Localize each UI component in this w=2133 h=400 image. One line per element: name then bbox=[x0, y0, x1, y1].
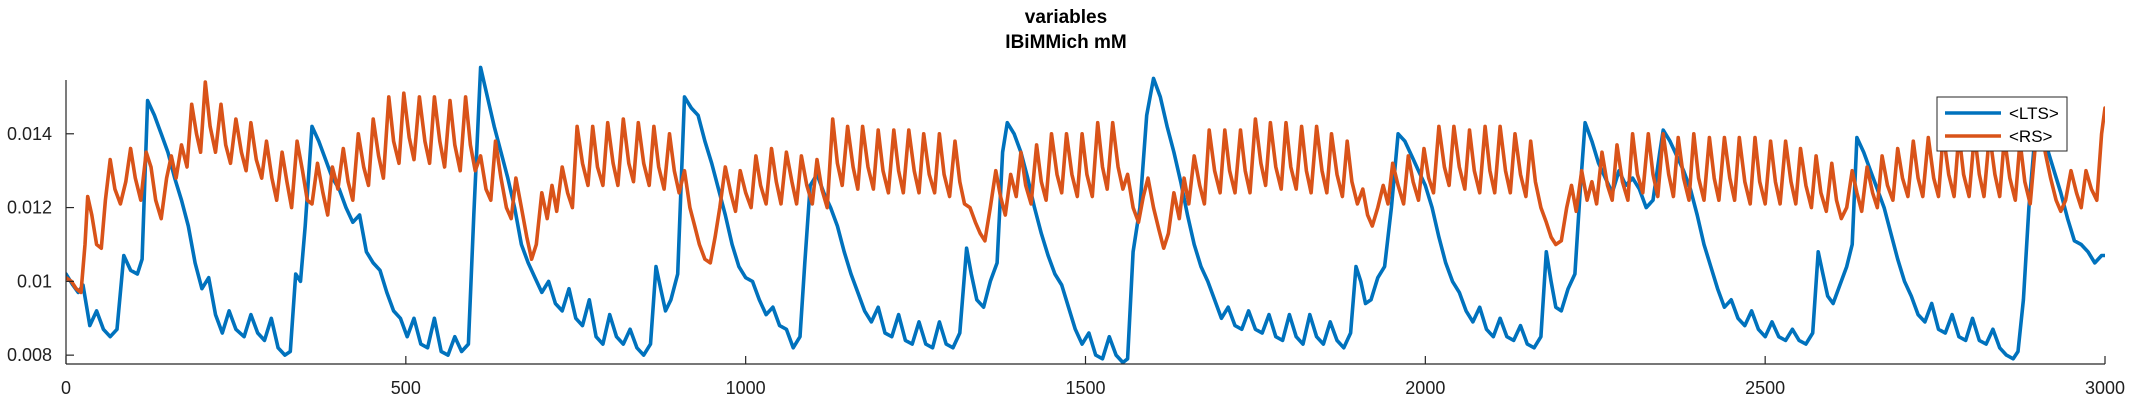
series-layer bbox=[66, 65, 2105, 365]
x-tick-label: 0 bbox=[61, 378, 71, 398]
x-tick-label: 1500 bbox=[1065, 378, 1105, 398]
x-tick-label: 1000 bbox=[726, 378, 766, 398]
chart-subtitle: IBiMMich mM bbox=[1005, 32, 1126, 53]
legend-label: <RS> bbox=[2009, 127, 2053, 146]
x-tick-label: 500 bbox=[391, 378, 421, 398]
x-tick-label: 2000 bbox=[1405, 378, 1445, 398]
y-tick-label: 0.008 bbox=[7, 345, 52, 365]
y-tick-label: 0.012 bbox=[7, 198, 52, 218]
series-line-rs bbox=[66, 80, 2105, 295]
y-tick-label: 0.01 bbox=[17, 271, 52, 291]
legend-label: <LTS> bbox=[2009, 104, 2059, 123]
axes-layer: 0 500 1000 1500 2000 2500 3000 0.008 0.01 0.012 0.… bbox=[7, 80, 2125, 398]
x-tick-label: 3000 bbox=[2085, 378, 2125, 398]
legend: <LTS> <RS> bbox=[1936, 96, 2068, 152]
legend-box bbox=[1936, 96, 2068, 152]
series-line-lts bbox=[66, 65, 2105, 365]
y-tick-label: 0.014 bbox=[7, 124, 52, 144]
x-tick-label: 2500 bbox=[1745, 378, 1785, 398]
chart-title: variables bbox=[1025, 7, 1107, 28]
